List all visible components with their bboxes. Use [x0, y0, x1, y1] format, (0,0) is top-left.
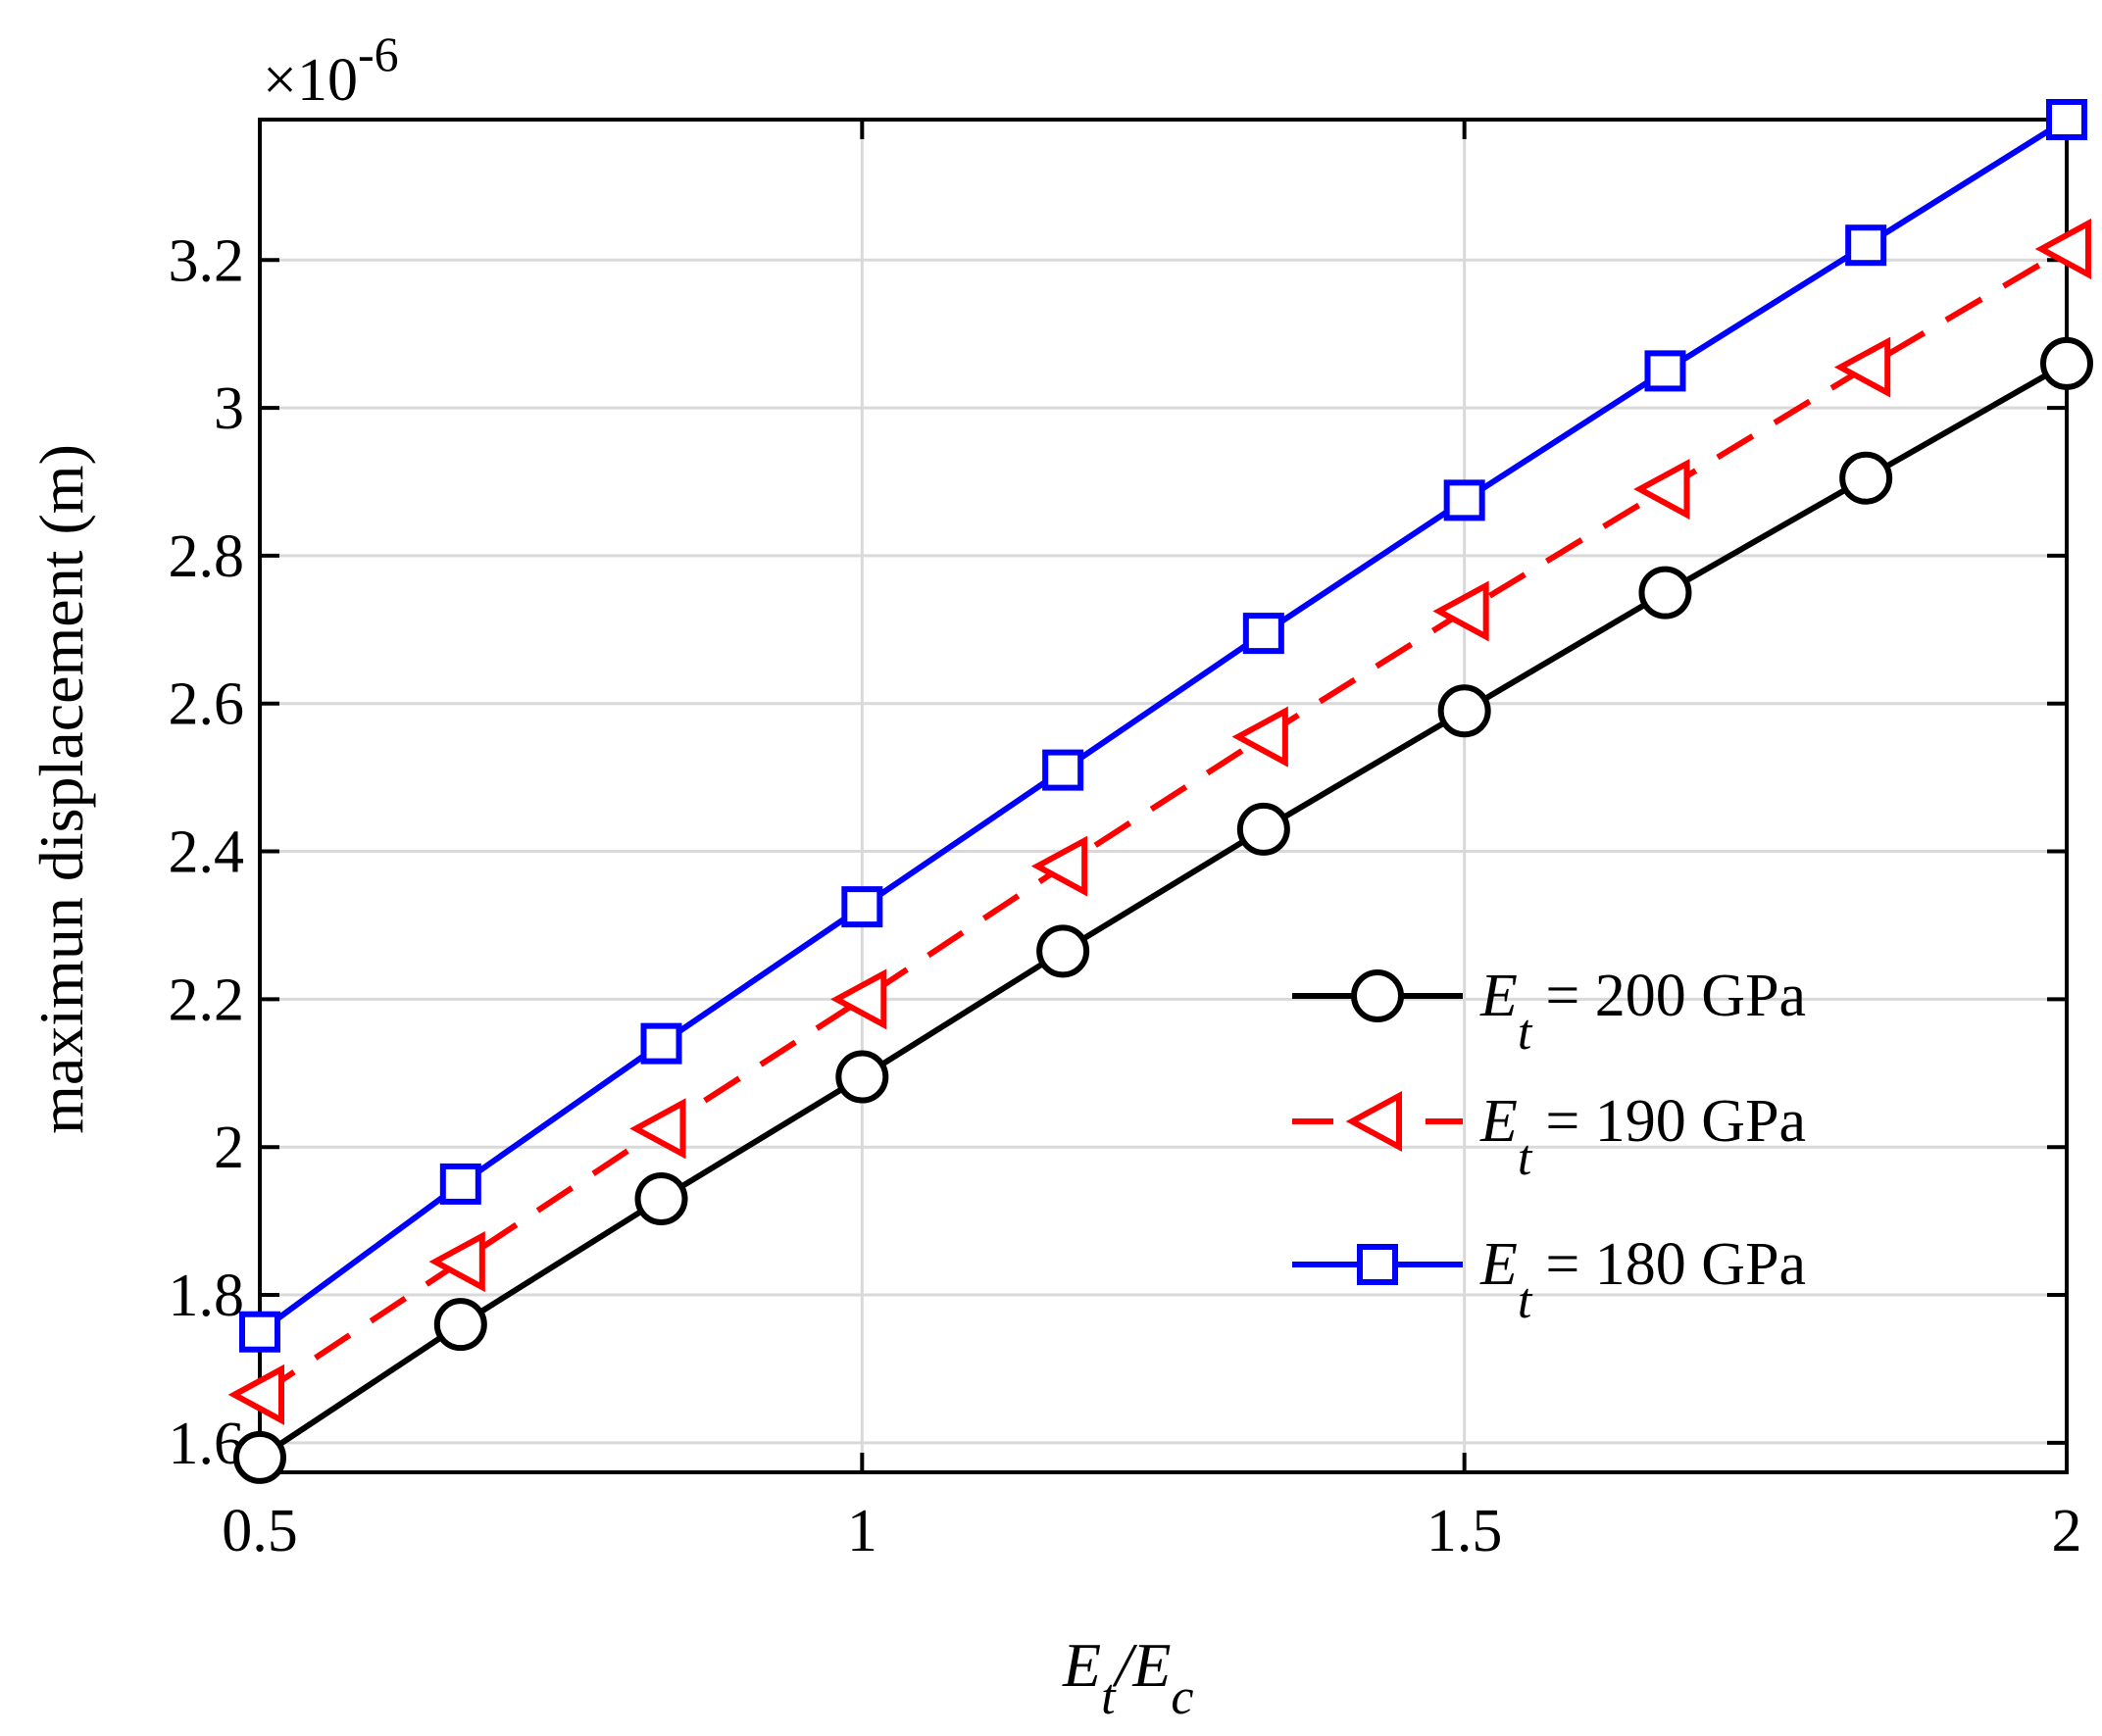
legend-entry-0: Et= 200 GPa	[1292, 963, 1806, 1061]
data-point-marker	[835, 1050, 889, 1104]
plot-frame	[258, 118, 2069, 1474]
y-tick-label: 3.2	[169, 227, 245, 294]
data-point-marker	[1242, 613, 1284, 655]
data-point-marker	[1437, 684, 1491, 738]
y-axis-exponent: ×10-6	[263, 26, 399, 114]
data-point-marker	[1845, 224, 1887, 267]
x-label-sub2: c	[1171, 1669, 1193, 1725]
data-point-marker	[433, 1298, 487, 1352]
y-tick-label: 1.6	[169, 1411, 245, 1477]
legend-label: Et= 200 GPa	[1479, 963, 1806, 1061]
legend-marker	[1357, 1244, 1398, 1285]
legend-marker	[1345, 1090, 1402, 1153]
data-point-marker	[2034, 218, 2091, 280]
data-point-marker	[1042, 749, 1084, 791]
y-tick-label: 2.2	[169, 967, 245, 1033]
x-tick-label: 0.5	[222, 1498, 298, 1564]
data-point-marker	[1644, 350, 1686, 392]
data-point-marker	[1833, 336, 1891, 398]
x-label-sub1: t	[1101, 1669, 1117, 1725]
x-tick-label: 1.5	[1426, 1498, 1503, 1564]
x-tick-label: 2	[2052, 1498, 2082, 1564]
data-point-marker	[1236, 802, 1290, 856]
grid-lines	[260, 120, 2067, 1472]
series-line	[258, 246, 2069, 1398]
y-tick-label: 2.4	[169, 819, 245, 886]
series-2	[239, 99, 2087, 1353]
y-tick-label: 1.8	[169, 1263, 245, 1329]
legend: Et= 200 GPa Et= 190 GPa Et= 180 GPa	[1292, 963, 1806, 1329]
y-tick-label: 3	[214, 375, 244, 442]
y-axis-label: maximun displacement (m)	[26, 444, 96, 1134]
data-point-marker	[2040, 336, 2093, 390]
series-line	[258, 361, 2069, 1461]
data-point-marker	[830, 968, 887, 1030]
x-label-main: E	[1062, 1630, 1101, 1700]
data-point-marker	[1633, 459, 1690, 521]
series-line	[258, 117, 2069, 1335]
legend-entry-1: Et= 190 GPa	[1292, 1088, 1806, 1186]
x-axis-label: Et/Ec	[1062, 1630, 1194, 1725]
x-tick-label: 1	[847, 1498, 877, 1564]
data-point-marker	[239, 1311, 280, 1353]
data-point-marker	[629, 1098, 686, 1160]
y-exponent-prefix: ×10	[263, 47, 358, 114]
series-1	[227, 218, 2091, 1425]
data-point-marker	[1443, 479, 1485, 521]
legend-marker	[1351, 969, 1404, 1022]
data-point-marker	[439, 1163, 481, 1205]
data-point-marker	[1638, 566, 1692, 620]
data-point-marker	[1839, 451, 1893, 505]
legend-label: Et= 190 GPa	[1479, 1088, 1806, 1186]
data-point-marker	[428, 1231, 485, 1293]
data-point-marker	[1432, 580, 1489, 642]
y-tick-label: 2	[214, 1115, 244, 1181]
y-exponent-power: -6	[358, 26, 399, 81]
y-tick-label: 2.8	[169, 523, 245, 590]
data-point-marker	[640, 1022, 682, 1065]
data-point-marker	[634, 1171, 688, 1225]
series-0	[233, 336, 2093, 1484]
data-point-marker	[2046, 99, 2087, 140]
data-point-marker	[1030, 835, 1088, 897]
axes: 0.5 1 1.5 2 1.6 1.8 2 2.2 2.4 2.6 2.8 3 3.2	[169, 118, 2082, 1564]
y-tick-label: 2.6	[169, 671, 245, 738]
legend-entry-2: Et= 180 GPa	[1292, 1231, 1806, 1329]
legend-label: Et= 180 GPa	[1479, 1231, 1806, 1329]
data-point-marker	[227, 1364, 284, 1425]
x-label-slash: /E	[1113, 1630, 1172, 1700]
data-point-marker	[233, 1430, 286, 1484]
plot-series	[227, 99, 2093, 1484]
data-point-marker	[1036, 924, 1090, 978]
data-point-marker	[1231, 706, 1288, 768]
data-point-marker	[841, 886, 883, 928]
